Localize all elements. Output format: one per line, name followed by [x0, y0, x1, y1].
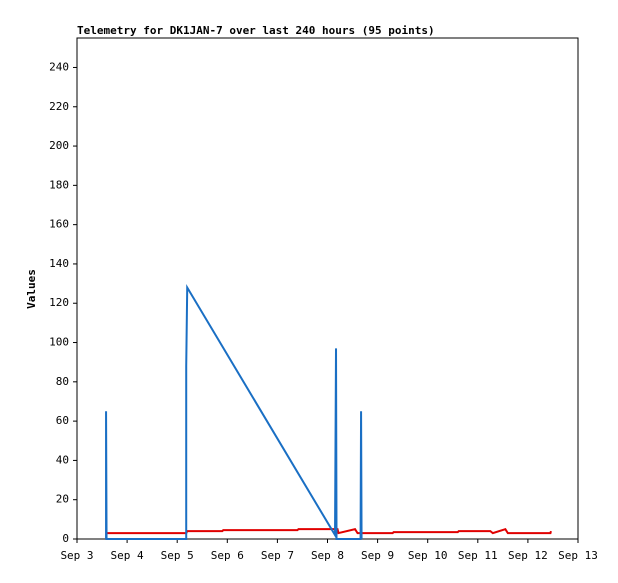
y-tick-label: 40: [56, 453, 69, 466]
x-tick-label: Sep 11: [458, 549, 498, 562]
x-tick-label: Sep 6: [211, 549, 244, 562]
y-tick-label: 180: [49, 178, 69, 191]
y-tick-label: 140: [49, 257, 69, 270]
x-tick-label: Sep 9: [361, 549, 394, 562]
y-tick-label: 60: [56, 414, 69, 427]
y-tick-label: 240: [49, 60, 69, 73]
series-line: [106, 527, 552, 535]
y-axis-label: Values: [25, 269, 38, 309]
x-tick-label: Sep 3: [60, 549, 93, 562]
x-tick-label: Sep 13: [558, 549, 598, 562]
series-line: [105, 283, 363, 540]
y-tick-label: 100: [49, 336, 69, 349]
chart-title: Telemetry for DK1JAN-7 over last 240 hou…: [77, 24, 435, 37]
y-tick-label: 160: [49, 218, 69, 231]
x-tick-label: Sep 4: [111, 549, 144, 562]
x-tick-label: Sep 12: [508, 549, 548, 562]
x-tick-label: Sep 8: [311, 549, 344, 562]
x-tick-label: Sep 7: [261, 549, 294, 562]
y-tick-label: 220: [49, 100, 69, 113]
y-tick-label: 120: [49, 296, 69, 309]
x-tick-label: Sep 5: [161, 549, 194, 562]
y-tick-label: 80: [56, 375, 69, 388]
y-tick-label: 200: [49, 139, 69, 152]
y-tick-label: 0: [62, 532, 69, 545]
x-tick-label: Sep 10: [408, 549, 448, 562]
y-tick-label: 20: [56, 493, 69, 506]
